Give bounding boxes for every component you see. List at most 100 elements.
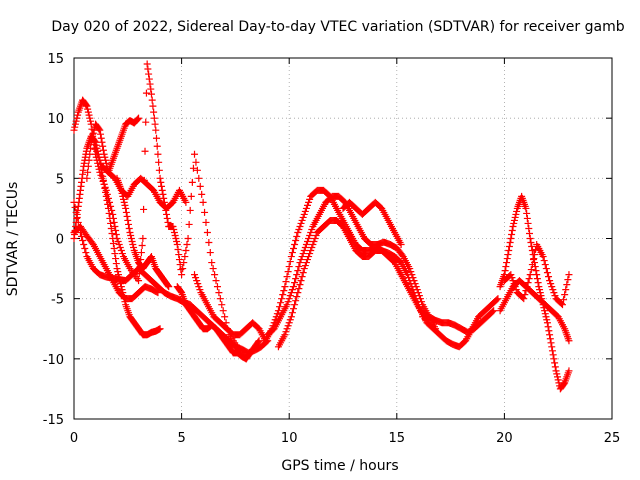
data-point: [153, 142, 161, 150]
data-point: [107, 202, 115, 210]
data-point: [503, 259, 511, 267]
data-point: [97, 130, 105, 138]
data-point: [301, 262, 309, 270]
data-point: [126, 228, 134, 236]
data-point: [192, 158, 200, 166]
data-point: [534, 279, 542, 287]
data-point: [296, 222, 304, 230]
data-point: [73, 114, 81, 122]
data-point: [502, 263, 510, 271]
data-point: [552, 367, 560, 375]
data-point: [94, 150, 102, 158]
data-point: [147, 85, 155, 93]
data-points: [70, 60, 573, 393]
data-point: [100, 180, 108, 188]
data-point: [526, 271, 534, 279]
data-point: [524, 279, 532, 287]
data-point: [507, 271, 515, 279]
data-point: [531, 251, 539, 259]
data-point: [565, 337, 573, 345]
data-point: [305, 253, 313, 261]
data-point: [98, 174, 106, 182]
series-track-13: [419, 307, 498, 336]
data-point: [163, 210, 171, 218]
data-point: [533, 275, 541, 283]
data-point: [523, 214, 531, 222]
y-tick-label: -10: [43, 353, 64, 368]
data-point: [120, 198, 128, 206]
data-point: [522, 204, 530, 212]
data-point: [93, 147, 101, 155]
data-point: [526, 229, 534, 237]
data-point: [96, 156, 104, 164]
data-point: [296, 281, 304, 289]
data-point: [117, 247, 125, 255]
data-point: [563, 281, 571, 289]
data-point: [291, 241, 299, 249]
data-point: [288, 309, 296, 317]
data-point: [95, 153, 103, 161]
data-point: [98, 138, 106, 146]
data-point: [155, 158, 163, 166]
data-point: [96, 168, 104, 176]
data-point: [82, 101, 90, 109]
data-point: [545, 327, 553, 335]
data-point: [300, 210, 308, 218]
data-point: [294, 267, 302, 275]
data-point: [178, 271, 186, 279]
data-point: [99, 177, 107, 185]
data-point: [193, 277, 201, 285]
data-point: [125, 220, 133, 228]
data-point: [298, 216, 306, 224]
data-point: [302, 259, 310, 267]
data-point: [284, 322, 292, 330]
data-point: [128, 238, 136, 246]
data-point: [108, 206, 116, 214]
data-point: [112, 260, 120, 268]
data-point: [139, 235, 147, 242]
data-point: [302, 204, 310, 212]
data-point: [414, 301, 422, 309]
series-track-10: [264, 192, 440, 339]
data-point: [295, 285, 303, 293]
data-point: [503, 255, 511, 263]
data-point: [554, 376, 562, 384]
data-point: [501, 267, 509, 275]
data-point: [138, 242, 146, 250]
y-tick-label: 10: [47, 112, 64, 127]
data-point: [562, 286, 570, 294]
data-point: [255, 337, 263, 345]
data-point: [179, 265, 187, 273]
data-point: [137, 249, 145, 257]
data-point: [551, 359, 559, 367]
data-point: [412, 295, 420, 303]
data-point: [73, 213, 81, 221]
data-point: [543, 269, 551, 277]
data-point: [89, 129, 97, 137]
data-point: [294, 228, 302, 236]
data-point: [286, 258, 294, 266]
data-point: [285, 263, 293, 271]
data-point: [510, 280, 518, 288]
data-point: [164, 282, 172, 290]
data-point: [142, 118, 150, 126]
x-tick-label: 25: [604, 431, 621, 446]
data-point: [281, 331, 289, 339]
data-point: [127, 231, 135, 239]
data-point: [72, 117, 80, 125]
data-point: [302, 241, 310, 249]
data-point: [97, 171, 105, 179]
data-point: [507, 235, 515, 242]
data-point: [287, 313, 295, 321]
data-point: [152, 126, 160, 134]
data-point: [186, 206, 194, 214]
data-point: [84, 108, 92, 116]
data-point: [202, 218, 210, 226]
data-point: [176, 261, 184, 269]
data-point: [490, 307, 498, 315]
data-point: [117, 186, 125, 194]
data-point: [129, 241, 137, 249]
data-point: [494, 295, 502, 303]
data-point: [297, 219, 305, 227]
data-point: [509, 277, 517, 285]
